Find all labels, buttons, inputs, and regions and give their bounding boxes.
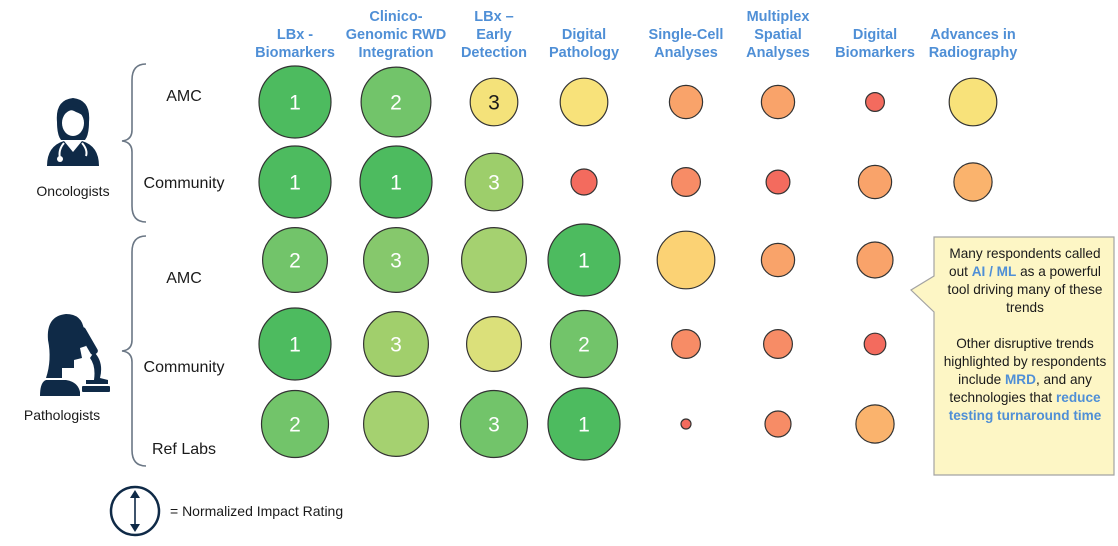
- bubble-pathologists-amc-lbx_biomarkers: [262, 227, 329, 294]
- callout-highlight-mrd: MRD: [1004, 372, 1036, 387]
- bubble-pathologists-ref-labs-lbx_early: [459, 389, 529, 459]
- callout-text-1a: Many respondents called out: [949, 246, 1101, 279]
- bubble-oncologists-amc-clinico_genomic: [360, 66, 432, 138]
- bubble-oncologists-amc-digital_pathology: [559, 77, 609, 127]
- callout-text-1b: as a powerful tool driving many of these…: [947, 264, 1103, 315]
- bubble-oncologists-community-clinico_genomic: [359, 145, 433, 219]
- callout-highlight-ai-ml: AI / ML: [971, 264, 1017, 279]
- callout-text: Many respondents called out AI / ML as a…: [935, 237, 1115, 475]
- column-header-lbx_biomarkers-line-2: Biomarkers: [255, 45, 335, 61]
- bubble-pathologists-ref-labs-lbx_biomarkers: [260, 389, 330, 459]
- row-label-oncologists-community: Community: [144, 175, 225, 192]
- rank-label: 1: [578, 414, 590, 437]
- rank-label: 1: [289, 172, 301, 195]
- column-header-clinico_genomic-line-1: Clinico-: [369, 9, 422, 25]
- callout-text-2b: , and any technologies that: [949, 372, 1092, 405]
- column-header-single_cell-line-1: Single-Cell: [649, 27, 724, 43]
- callout-paragraph-1: Many respondents called out AI / ML as a…: [941, 245, 1109, 317]
- bubble-pathologists-amc-digital_biomarkers: [856, 241, 894, 279]
- bubble-oncologists-community-digital_biomarkers: [857, 164, 893, 200]
- bubble-oncologists-amc-radiography: [948, 77, 998, 127]
- column-header-single_cell-line-2: Analyses: [654, 45, 718, 61]
- rank-label: 3: [488, 172, 500, 195]
- column-header-multiplex-line-3: Analyses: [746, 45, 810, 61]
- bubble-pathologists-ref-labs-multiplex: [764, 410, 792, 438]
- rank-label: 2: [289, 414, 301, 437]
- column-header-clinico_genomic-line-2: Genomic RWD: [346, 27, 446, 43]
- rank-label: 3: [390, 250, 402, 273]
- rank-label: 2: [289, 250, 301, 273]
- bubble-pathologists-ref-labs-single_cell: [680, 418, 692, 430]
- column-header-digital_pathology-line-2: Pathology: [549, 45, 619, 61]
- column-header-radiography-line-1: Advances in: [930, 27, 1015, 43]
- bubble-oncologists-amc-multiplex: [760, 84, 796, 120]
- column-header-lbx_early-line-1: LBx –: [474, 9, 514, 25]
- oncologist-icon: [47, 98, 99, 166]
- bubble-pathologists-ref-labs-digital_biomarkers: [855, 404, 895, 444]
- column-header-radiography-line-2: Radiography: [929, 45, 1018, 61]
- column-header-clinico_genomic-line-3: Integration: [359, 45, 434, 61]
- row-label-pathologists-community: Community: [144, 359, 225, 376]
- row-label-oncologists-amc: AMC: [166, 88, 202, 105]
- rank-label: 3: [390, 334, 402, 357]
- column-header-lbx_biomarkers-line-1: LBx -: [277, 27, 313, 43]
- rank-label: 1: [390, 172, 402, 195]
- row-labels: AMC Community AMC Community Ref Labs: [144, 88, 225, 458]
- callout-text-2a: Other disruptive trends highlighted by r…: [943, 336, 1107, 387]
- bubble-pathologists-ref-labs-digital_pathology: [547, 387, 621, 461]
- bubble-pathologists-ref-labs-clinico_genomic: [363, 391, 430, 458]
- row-label-pathologists-amc: AMC: [166, 270, 202, 287]
- legend: = Normalized Impact Rating: [109, 485, 343, 537]
- bubble-pathologists-amc-clinico_genomic: [363, 227, 430, 294]
- bubble-pathologists-community-single_cell: [670, 329, 701, 360]
- bubble-pathologists-amc-digital_pathology: [547, 223, 621, 297]
- rank-label: 1: [578, 250, 590, 273]
- rank-label: 1: [289, 334, 301, 357]
- column-header-digital_biomarkers-line-2: Biomarkers: [835, 45, 915, 61]
- bubble-oncologists-amc-digital_biomarkers: [864, 91, 885, 112]
- column-header-lbx_early-line-2: Early: [476, 27, 511, 43]
- bubble-grid: 1 2 3 1 1 3 2 3 1 1 3 2 2 3 1: [258, 65, 998, 461]
- callout-highlight-turnaround: reduce testing turnaround time: [948, 390, 1102, 423]
- column-header-lbx_early-line-3: Detection: [461, 45, 527, 61]
- bubble-pathologists-amc-single_cell: [656, 230, 716, 290]
- bubble-oncologists-community-digital_pathology: [570, 168, 598, 196]
- callout-box: [910, 236, 1115, 476]
- rank-label: 3: [488, 92, 500, 115]
- rank-label: 2: [390, 92, 402, 115]
- bubble-oncologists-amc-lbx_biomarkers: [258, 65, 332, 139]
- bubble-oncologists-community-lbx_early: [464, 152, 524, 212]
- bubble-oncologists-community-multiplex: [765, 169, 791, 195]
- bubble-pathologists-community-clinico_genomic: [363, 311, 430, 378]
- rank-label: 3: [488, 414, 500, 437]
- group-label-oncologists: Oncologists: [36, 183, 109, 199]
- bubble-pathologists-community-lbx_biomarkers: [258, 307, 332, 381]
- pathologists-brace: [121, 235, 147, 467]
- column-header-digital_pathology-line-1: Digital: [562, 27, 606, 43]
- bubble-oncologists-amc-lbx_early: [469, 77, 519, 127]
- bubble-pathologists-community-digital_biomarkers: [863, 332, 887, 356]
- group-label-pathologists: Pathologists: [24, 407, 100, 423]
- callout-paragraph-2: Other disruptive trends highlighted by r…: [941, 335, 1109, 425]
- rank-label: 2: [578, 334, 590, 357]
- column-headers: LBx - Biomarkers Clinico- Genomic RWD Integr…: [255, 9, 1017, 61]
- bubble-pathologists-community-multiplex: [762, 329, 793, 360]
- oncologists-brace: [121, 63, 147, 223]
- bubble-pathologists-amc-lbx_early: [461, 227, 528, 294]
- column-header-digital_biomarkers-line-1: Digital: [853, 27, 897, 43]
- column-header-multiplex-line-1: Multiplex: [747, 9, 810, 25]
- row-label-pathologists-ref-labs: Ref Labs: [152, 441, 216, 458]
- bubble-pathologists-amc-multiplex: [760, 242, 796, 278]
- bubble-oncologists-community-radiography: [953, 162, 993, 202]
- pathologist-icon: [40, 314, 110, 396]
- bubble-oncologists-community-lbx_biomarkers: [258, 145, 332, 219]
- legend-label: = Normalized Impact Rating: [170, 503, 343, 519]
- bubble-pathologists-community-digital_pathology: [549, 309, 619, 379]
- bubble-oncologists-amc-single_cell: [668, 84, 704, 120]
- rank-label: 1: [289, 92, 301, 115]
- column-header-multiplex-line-2: Spatial: [754, 27, 802, 43]
- bubble-oncologists-community-single_cell: [670, 167, 701, 198]
- bubble-pathologists-community-lbx_early: [466, 316, 523, 373]
